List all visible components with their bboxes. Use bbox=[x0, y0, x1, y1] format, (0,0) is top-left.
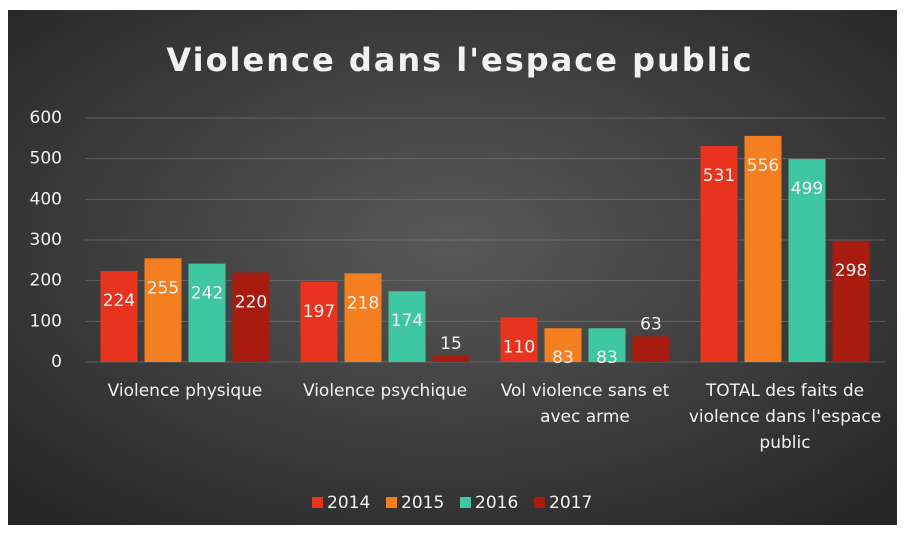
bar bbox=[832, 240, 870, 362]
bar bbox=[544, 328, 582, 362]
y-tick-label: 0 bbox=[51, 352, 62, 372]
data-label: 242 bbox=[191, 284, 223, 304]
x-tick-label: TOTAL des faits de violence dans l'espac… bbox=[688, 381, 882, 453]
bar bbox=[232, 272, 270, 362]
data-label: 499 bbox=[791, 179, 823, 199]
bar bbox=[344, 273, 382, 362]
x-tick-label: Vol violence sans et avec arme bbox=[500, 381, 670, 427]
data-label: 224 bbox=[103, 291, 135, 311]
bar bbox=[432, 355, 470, 362]
data-label: 197 bbox=[303, 302, 335, 322]
data-label: 63 bbox=[640, 314, 662, 334]
chart-title: Violence dans l'espace public bbox=[166, 41, 753, 79]
bar bbox=[744, 135, 782, 362]
data-label: 220 bbox=[235, 293, 267, 313]
data-label: 83 bbox=[596, 348, 618, 368]
data-label: 298 bbox=[835, 261, 867, 281]
bar bbox=[300, 281, 338, 362]
legend-label: 2017 bbox=[549, 493, 592, 513]
y-tick-label: 500 bbox=[30, 149, 62, 169]
data-label: 556 bbox=[747, 156, 779, 176]
bar bbox=[100, 270, 138, 362]
data-label: 83 bbox=[552, 348, 574, 368]
legend-swatch bbox=[534, 497, 545, 508]
bar bbox=[588, 328, 626, 362]
data-label: 218 bbox=[347, 293, 379, 313]
bar bbox=[500, 317, 538, 362]
data-label: 531 bbox=[703, 166, 735, 186]
y-tick-label: 100 bbox=[30, 311, 62, 331]
legend-label: 2015 bbox=[401, 493, 444, 513]
x-tick-label: Violence psychique bbox=[302, 381, 468, 401]
data-label: 110 bbox=[503, 337, 535, 357]
bar bbox=[788, 159, 826, 362]
legend-swatch bbox=[460, 497, 471, 508]
legend-label: 2016 bbox=[475, 493, 518, 513]
data-label: 174 bbox=[391, 311, 423, 331]
bar bbox=[700, 146, 738, 362]
legend-label: 2014 bbox=[327, 493, 370, 513]
y-tick-label: 400 bbox=[30, 189, 62, 209]
y-tick-label: 300 bbox=[30, 230, 62, 250]
bar bbox=[188, 263, 226, 362]
legend-swatch bbox=[312, 497, 323, 508]
y-tick-label: 200 bbox=[30, 271, 62, 291]
data-label: 15 bbox=[440, 334, 462, 354]
bar bbox=[144, 258, 182, 362]
bar bbox=[632, 336, 670, 362]
data-label: 255 bbox=[147, 278, 179, 298]
y-tick-label: 600 bbox=[30, 108, 62, 128]
x-tick-label: Violence physique bbox=[107, 381, 263, 401]
legend-swatch bbox=[386, 497, 397, 508]
bar bbox=[388, 291, 426, 362]
